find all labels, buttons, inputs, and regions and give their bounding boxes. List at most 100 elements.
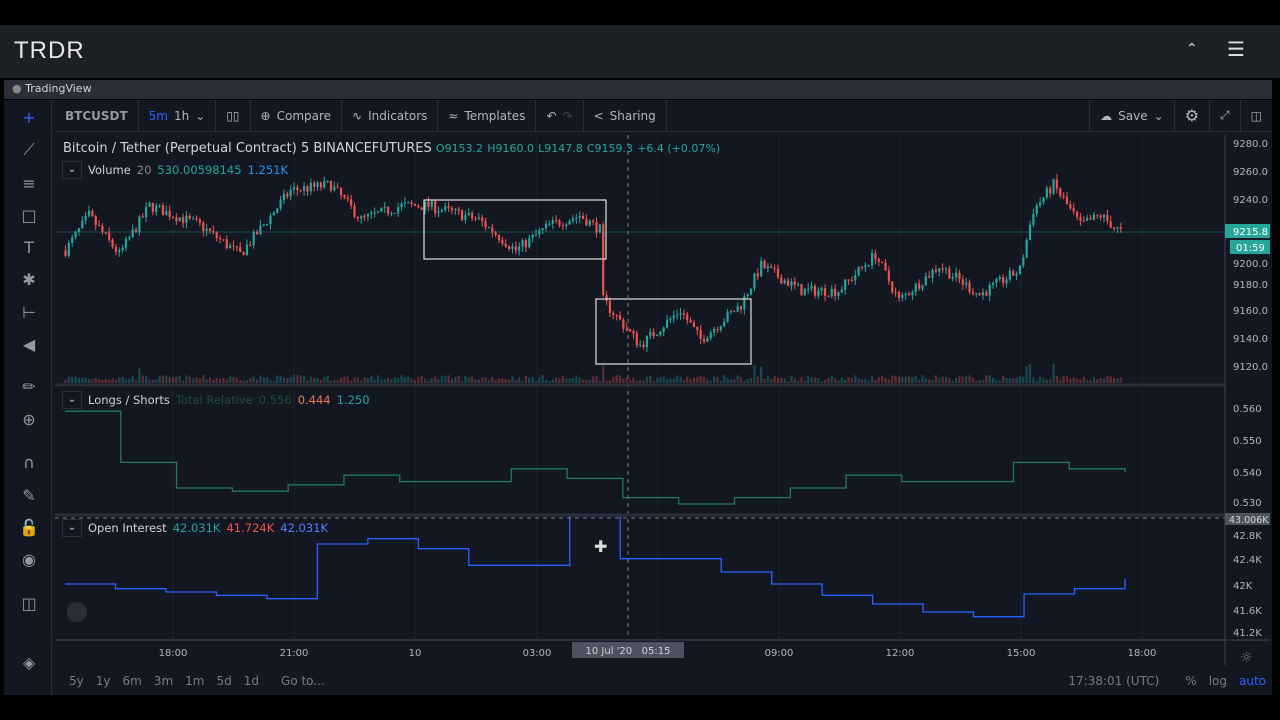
rectangle-icon[interactable]: □ [21, 206, 37, 225]
range-6m[interactable]: 6m [122, 673, 142, 688]
templates-button[interactable]: ≈ Templates [438, 99, 537, 132]
compare-button[interactable]: ⊕ Compare [251, 99, 343, 132]
pattern-icon[interactable]: ✱ [22, 270, 36, 289]
chevron-down-icon[interactable]: ⌄ [195, 108, 206, 123]
percent-toggle[interactable]: % [1185, 673, 1197, 688]
sharing-button[interactable]: < Sharing [584, 99, 667, 132]
volume-bar [924, 378, 927, 383]
lock-icon[interactable]: 🔓 [19, 518, 39, 537]
zoom-in-icon[interactable]: ⊕ [22, 410, 36, 429]
volume-bar [1089, 380, 1092, 383]
menu-icon[interactable]: ☰ [1227, 37, 1245, 61]
ruler-icon[interactable]: ✏ [22, 377, 36, 396]
candle-body [279, 200, 282, 209]
volume-bar [108, 380, 111, 383]
interval-5m[interactable]: 5m [148, 108, 168, 123]
time-axis[interactable]: 18:00 21:00 10 03:00 09:00 12:00 15:00 1… [159, 642, 1157, 659]
log-toggle[interactable]: log [1208, 673, 1227, 688]
candles-icon[interactable]: ▯▯ [216, 99, 251, 132]
volume-bar [276, 375, 279, 383]
candle-body [884, 262, 887, 271]
text-icon[interactable]: T [24, 238, 34, 257]
volume-bar [887, 379, 890, 383]
volume-bar [245, 380, 249, 383]
window-title: TradingView [25, 82, 92, 95]
candle-body [64, 250, 67, 256]
candle-body [558, 220, 561, 226]
candle-body [145, 206, 148, 218]
volume-legend: ⌄ Volume 20 530.00598145 1.251K [62, 161, 288, 179]
symbol-search[interactable]: BTCUSDT [55, 99, 139, 132]
candle-body [592, 220, 595, 222]
prediction-icon[interactable]: ⊢ [22, 303, 36, 322]
lock-drawing-icon[interactable]: ✎ [22, 486, 36, 505]
redo-icon[interactable]: ↷ [562, 108, 573, 123]
camera-icon[interactable]: ◫ [1250, 108, 1262, 123]
volume-bar [773, 376, 776, 383]
volume-bar [1065, 375, 1069, 383]
goto-button[interactable]: Go to... [281, 673, 325, 688]
volume-bar [958, 376, 961, 383]
ohlc-high: H9160.0 [487, 142, 534, 155]
collapse-chevron-icon[interactable]: ⌄ [62, 161, 82, 179]
range-5y[interactable]: 5y [69, 673, 84, 688]
volume-bar [571, 377, 575, 383]
interval-1h[interactable]: 1h [174, 108, 190, 123]
candle-body [1106, 214, 1109, 222]
chart-settings-icon[interactable]: ☼ [1240, 650, 1253, 666]
candle-body [807, 288, 810, 290]
candle-body [1075, 211, 1079, 217]
fib-icon[interactable]: ≡ [22, 174, 36, 193]
candle-body [128, 237, 131, 239]
volume-bar [622, 378, 625, 383]
range-1y[interactable]: 1y [95, 673, 111, 688]
candle-body [729, 311, 733, 313]
volume-bar [645, 376, 648, 383]
fullscreen-icon[interactable]: ⤢ [1210, 99, 1241, 132]
price-axis[interactable]: 9280.0 9260.0 9240.0 9200.0 9180.0 9160.… [1225, 139, 1270, 639]
range-1m[interactable]: 1m [185, 673, 205, 688]
candle-body [538, 230, 541, 235]
utc-clock[interactable]: 17:38:01 (UTC) [1068, 673, 1160, 688]
candle-body [182, 217, 185, 223]
volume-bar [319, 379, 322, 383]
volume-bar [1112, 377, 1116, 383]
volume-bar [356, 377, 359, 383]
volume-bar [709, 380, 712, 383]
magnet-icon[interactable]: ∩ [23, 453, 35, 472]
trash-icon[interactable]: ◫ [21, 594, 37, 613]
collapse-chevron-icon[interactable]: ⌄ [62, 391, 82, 409]
volume-bar [699, 375, 702, 383]
layers-icon[interactable]: ◈ [22, 653, 36, 672]
range-3m[interactable]: 3m [153, 673, 174, 688]
auto-toggle[interactable]: auto [1238, 673, 1266, 688]
volume-bar [941, 376, 944, 383]
save-button[interactable]: ☁ Save ⌄ [1089, 99, 1175, 132]
volume-bar [676, 375, 679, 383]
indicators-button[interactable]: ∿ Indicators [342, 99, 439, 132]
candle-body [239, 246, 242, 253]
candle-body [400, 203, 403, 208]
undo-icon[interactable]: ↶ [546, 108, 557, 123]
help-icon[interactable]: ● [12, 82, 22, 95]
rectangle-drawing-2[interactable] [595, 298, 752, 365]
undo-redo: ↶ ↷ [536, 99, 584, 132]
candle-body [941, 268, 944, 270]
rectangle-drawing-1[interactable] [423, 199, 607, 260]
volume-bar [403, 377, 407, 383]
candle-body [508, 246, 511, 249]
chevron-up-icon[interactable]: ⌃ [1186, 41, 1198, 57]
settings-icon[interactable]: ⚙ [1175, 99, 1211, 132]
range-1d[interactable]: 1d [243, 673, 260, 688]
range-5d[interactable]: 5d [216, 673, 232, 688]
volume-bar [608, 380, 612, 383]
volume-bar [192, 378, 195, 383]
ls-tick: 0.550 [1233, 436, 1262, 447]
eye-icon[interactable]: ◉ [22, 550, 36, 569]
trend-line-icon[interactable]: ⟋ [23, 140, 35, 159]
chevron-down-icon[interactable]: ⌄ [1153, 108, 1164, 123]
crosshair-icon[interactable]: + [22, 108, 36, 127]
collapse-chevron-icon[interactable]: ⌄ [62, 519, 82, 537]
back-arrow-icon[interactable]: ◀ [22, 335, 36, 354]
